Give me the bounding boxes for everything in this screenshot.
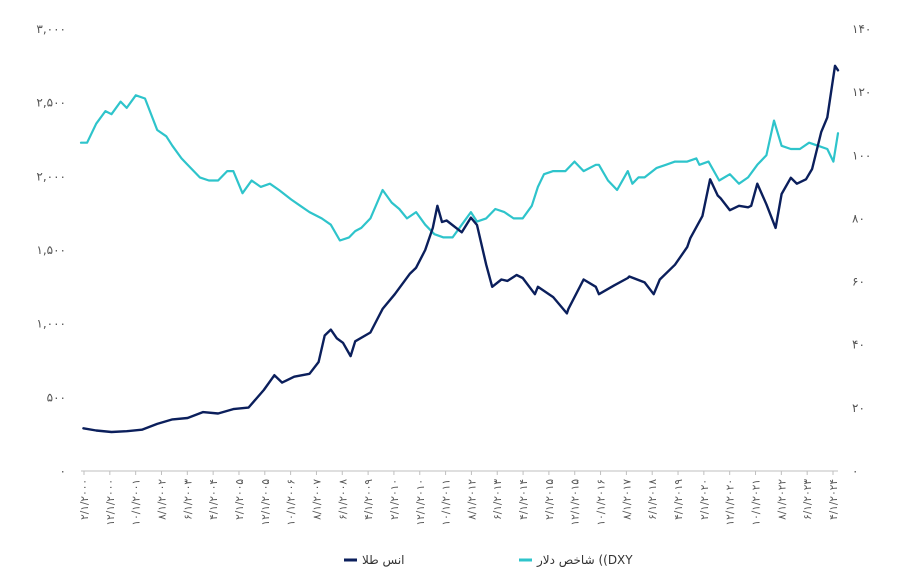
x-tick-label: ۶/۱/۲۰۰۳ xyxy=(182,479,194,520)
left-tick-label: ۲,۵۰۰ xyxy=(36,96,66,110)
left-axis-ticks: ۰ ۵۰۰ ۱,۰۰۰ ۱,۵۰۰ ۲,۰۰۰ ۲,۵۰۰ ۳,۰۰۰ xyxy=(36,22,66,478)
x-tick-label: ۲/۱/۲۰۱۵ xyxy=(544,479,556,520)
x-tick-label: ۱۰/۱/۲۰۲۱ xyxy=(751,479,763,526)
x-tick-label: ۲/۱/۲۰۱۰ xyxy=(389,479,401,520)
x-tick-label: ۱۲/۱/۲۰۰۵ xyxy=(260,479,272,526)
x-tick-label: ۸/۱/۲۰۰۲ xyxy=(156,479,168,520)
left-tick-label: ۳,۰۰۰ xyxy=(36,22,66,36)
x-tick-label: ۸/۱/۲۰۰۷ xyxy=(311,479,323,520)
right-tick-label: ۰ xyxy=(852,464,858,478)
x-tick-label: ۱۰/۱/۲۰۱۶ xyxy=(596,479,608,526)
left-tick-label: ۵۰۰ xyxy=(47,390,66,404)
x-tick-label: ۲/۱/۲۰۰۵ xyxy=(234,479,246,520)
x-tick-label: ۱۲/۱/۲۰۱۵ xyxy=(570,479,582,526)
right-tick-label: ۲۰ xyxy=(852,401,865,415)
series-lines xyxy=(79,64,840,434)
legend: شاخص دلار ((DXY انس طلا xyxy=(344,553,633,568)
right-tick-label: ۱۴۰ xyxy=(852,22,871,36)
right-tick-label: ۸۰ xyxy=(852,211,865,225)
x-tick-label: ۸/۱/۲۰۱۷ xyxy=(621,479,633,520)
x-tick-label: ۱۰/۱/۲۰۰۶ xyxy=(286,479,298,526)
right-tick-label: ۶۰ xyxy=(852,275,865,289)
right-axis-ticks: ۰ ۲۰ ۴۰ ۶۰ ۸۰ ۱۰۰ ۱۲۰ ۱۴۰ xyxy=(852,22,871,478)
series-line-dxy xyxy=(79,94,840,242)
legend-label-gold: انس طلا xyxy=(362,553,405,568)
left-tick-label: ۱,۰۰۰ xyxy=(36,317,66,331)
right-tick-label: ۱۲۰ xyxy=(852,85,871,99)
left-tick-label: ۱,۵۰۰ xyxy=(36,243,66,257)
x-tick-label: ۴/۱/۲۰۱۹ xyxy=(673,479,685,520)
x-tick-label: ۶/۱/۲۰۱۳ xyxy=(492,479,504,520)
x-tick-label: ۴/۱/۲۰۰۴ xyxy=(208,479,220,520)
x-tick-label: ۶/۱/۲۰۱۸ xyxy=(647,479,659,520)
x-tick-label: ۲/۱/۲۰۲۰ xyxy=(699,479,711,520)
x-tick-label: ۸/۱/۲۰۱۲ xyxy=(466,479,478,520)
x-tick-label: ۱۲/۱/۲۰۲۰ xyxy=(725,479,737,526)
x-tick-label: ۶/۱/۲۰۲۳ xyxy=(802,479,814,520)
right-tick-label: ۴۰ xyxy=(852,338,865,352)
x-axis-ticks: ۲/۱/۲۰۰۰ ۱۲/۱/۲۰۰۰ ۱۰/۱/۲۰۰۱ ۸/۱/۲۰۰۲ ۶/۱/۲۰… xyxy=(79,471,840,526)
x-tick-label: ۲/۱/۲۰۰۰ xyxy=(79,479,91,520)
x-tick-label: ۴/۱/۲۰۰۹ xyxy=(363,479,375,520)
x-tick-label: ۴/۱/۲۰۱۴ xyxy=(518,479,530,520)
right-tick-label: ۱۰۰ xyxy=(852,148,871,162)
x-tick-label: ۱۰/۱/۲۰۱۱ xyxy=(441,479,453,526)
x-tick-label: ۱۲/۱/۲۰۱۰ xyxy=(415,479,427,526)
left-tick-label: ۰ xyxy=(60,464,66,478)
x-tick-label: ۸/۱/۲۰۲۲ xyxy=(776,479,788,520)
left-tick-label: ۲,۰۰۰ xyxy=(36,169,66,183)
legend-label-dxy: شاخص دلار ((DXY xyxy=(536,553,633,568)
series-line-gold xyxy=(82,64,840,434)
x-tick-label: ۱۰/۱/۲۰۰۱ xyxy=(131,479,143,526)
x-tick-label: ۶/۱/۲۰۰۸ xyxy=(337,479,349,520)
x-tick-label: ۱۲/۱/۲۰۰۰ xyxy=(105,479,117,526)
x-tick-label: ۴/۱/۲۰۲۴ xyxy=(828,479,840,520)
